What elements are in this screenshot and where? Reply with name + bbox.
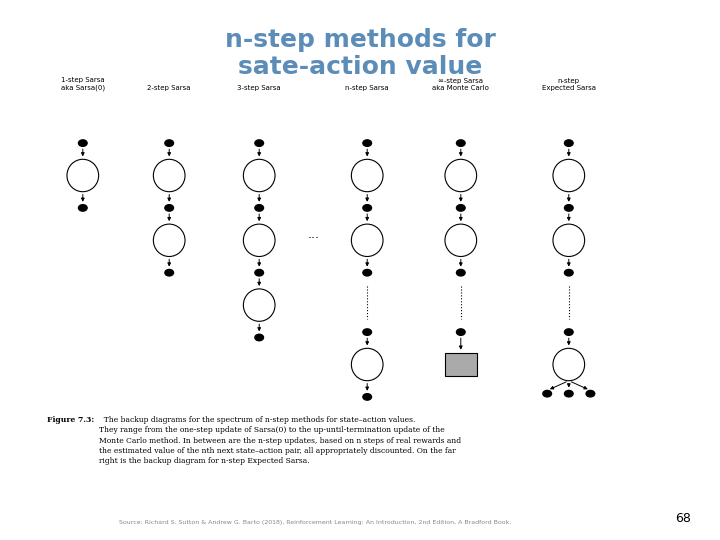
Text: 1-step Sarsa
aka Sarsa(0): 1-step Sarsa aka Sarsa(0)	[60, 77, 105, 91]
Text: The backup diagrams for the spectrum of n-step methods for state–action values.
: The backup diagrams for the spectrum of …	[99, 416, 462, 465]
Text: 2-step Sarsa: 2-step Sarsa	[148, 85, 191, 91]
Text: Source: Richard S. Sutton & Andrew G. Barto (2018), Reinforcement Learning: An I: Source: Richard S. Sutton & Andrew G. Ba…	[119, 520, 511, 525]
Ellipse shape	[351, 348, 383, 381]
Ellipse shape	[553, 159, 585, 192]
Circle shape	[456, 205, 465, 211]
Text: 68: 68	[675, 512, 691, 525]
Circle shape	[363, 329, 372, 335]
Circle shape	[456, 269, 465, 276]
Text: ...: ...	[307, 228, 319, 241]
Ellipse shape	[243, 224, 275, 256]
Text: ∞-step Sarsa
aka Monte Carlo: ∞-step Sarsa aka Monte Carlo	[433, 78, 489, 91]
Circle shape	[564, 329, 573, 335]
Circle shape	[543, 390, 552, 397]
Circle shape	[255, 269, 264, 276]
Circle shape	[586, 390, 595, 397]
Ellipse shape	[243, 289, 275, 321]
Ellipse shape	[153, 159, 185, 192]
Circle shape	[78, 205, 87, 211]
Circle shape	[363, 394, 372, 400]
Circle shape	[255, 140, 264, 146]
Circle shape	[564, 140, 573, 146]
Ellipse shape	[351, 159, 383, 192]
Text: Figure 7.3:: Figure 7.3:	[47, 416, 94, 424]
Circle shape	[363, 205, 372, 211]
Circle shape	[165, 269, 174, 276]
Circle shape	[363, 269, 372, 276]
Text: n-step Sarsa: n-step Sarsa	[346, 85, 389, 91]
Circle shape	[363, 140, 372, 146]
Ellipse shape	[243, 159, 275, 192]
Ellipse shape	[445, 159, 477, 192]
Circle shape	[255, 205, 264, 211]
Text: 3-step Sarsa: 3-step Sarsa	[238, 85, 281, 91]
Ellipse shape	[153, 224, 185, 256]
Ellipse shape	[351, 224, 383, 256]
Ellipse shape	[445, 224, 477, 256]
Circle shape	[564, 390, 573, 397]
Circle shape	[564, 205, 573, 211]
Circle shape	[78, 140, 87, 146]
Circle shape	[255, 334, 264, 341]
Circle shape	[165, 140, 174, 146]
Circle shape	[564, 269, 573, 276]
Text: sate-action value: sate-action value	[238, 56, 482, 79]
Circle shape	[456, 329, 465, 335]
Circle shape	[165, 205, 174, 211]
Ellipse shape	[553, 224, 585, 256]
Ellipse shape	[67, 159, 99, 192]
Text: n-step
Expected Sarsa: n-step Expected Sarsa	[542, 78, 596, 91]
Text: n-step methods for: n-step methods for	[225, 29, 495, 52]
Circle shape	[456, 140, 465, 146]
Ellipse shape	[553, 348, 585, 381]
Bar	[445, 353, 477, 376]
